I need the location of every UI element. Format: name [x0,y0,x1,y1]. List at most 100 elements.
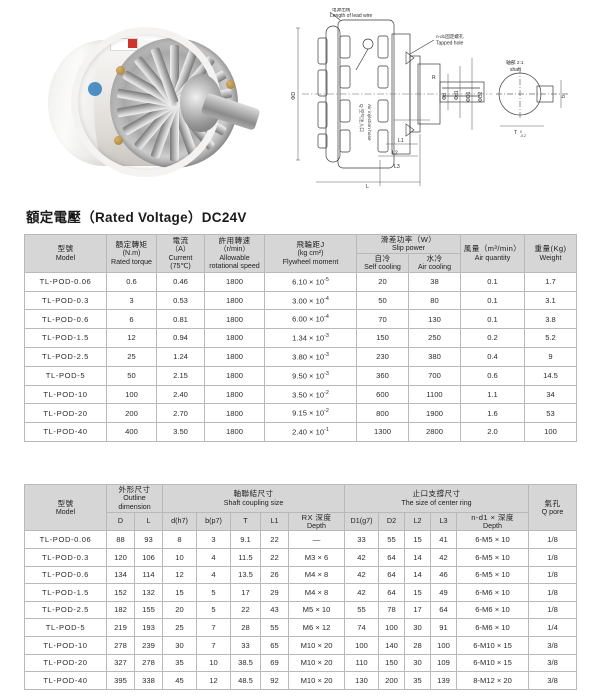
cell-allowable-speed: 1800 [204,346,265,367]
label-shaft-detail-en: shaft [510,67,521,73]
cell-self-cooling: 600 [356,384,409,405]
cell-D1: 42 [344,565,379,585]
cell-rx-depth: M5 × 10 [288,600,345,620]
cell-D: 278 [106,635,135,655]
cell-air-cooling: 80 [408,290,461,311]
cell-q-pore: 1/8 [528,565,578,585]
cell-L3: 41 [430,530,457,550]
th-weight: 重量(Kg) Weight [524,234,577,273]
cell-rated-torque: 200 [106,403,157,424]
label-shaft-detail-cn: 轴部 2:1 [506,59,524,66]
cell-L3: 64 [430,600,457,620]
cell-d: 12 [162,565,197,585]
rated-voltage-table: 型號 Model 額定轉矩 (N.m) Rated torque 電流 （A） … [24,234,577,442]
cell-D2: 78 [378,600,405,620]
cell-air-quantity: 0.1 [460,290,525,311]
cell-D: 182 [106,600,135,620]
cell-D2: 55 [378,530,405,550]
dim-R: R [432,75,436,81]
cell-L1: 69 [260,653,289,673]
cell-L: 132 [134,583,163,602]
cell-L3: 46 [430,565,457,585]
cell-model: TL-POD-0.6 [24,565,107,585]
th2-q-pore: 氣孔 Q pore [528,483,578,532]
label-lead-wire-cn: 电源出线 [332,8,351,13]
cell-nd1-depth: 6-M6 × 10 [455,583,530,602]
dim-T: T [514,130,518,136]
th2-L2: L2 [404,511,431,532]
cell-D2: 64 [378,565,405,585]
th2-b-p7: b(p7) [196,511,231,532]
cell-air-quantity: 1.1 [460,384,525,405]
cell-rx-depth: M4 × 8 [288,583,345,602]
cell-D2: 64 [378,548,405,567]
cell-rated-torque: 3 [106,290,157,311]
cell-b: 10 [196,653,231,673]
table-row: TL-POD-5 50 2.15 1800 9.50 × 10-3 360 700 0.6 14… [24,365,577,386]
cell-air-cooling: 130 [408,309,461,330]
cell-D: 395 [106,671,135,690]
bolt-icon [116,66,125,75]
cell-q-pore: 1/8 [528,530,578,550]
cell-flywheel-moment: 2.40 × 10-1 [264,422,357,442]
th2-D2: D2 [378,511,405,532]
cell-b: 4 [196,548,231,567]
cell-allowable-speed: 1800 [204,422,265,442]
cell-D2: 200 [378,671,405,690]
page-title: 額定電壓（Rated Voltage）DC24V [26,210,247,225]
cell-current: 3.50 [156,422,205,442]
th2-D: D [106,511,135,532]
th2-D1-g7: D1(g7) [344,511,379,532]
cell-air-quantity: 2.0 [460,422,525,442]
cell-weight: 53 [524,403,577,424]
cell-T: 13.5 [230,565,261,585]
cell-air-cooling: 1900 [408,403,461,424]
th-flywheel-moment: 飛輪距J (kg cm²) Flywheel moment [264,234,357,273]
cell-L: 93 [134,530,163,550]
top-illustration-area: 电源出线 Length of lead wire n-d1固定螺孔 Tapped… [0,0,600,200]
cell-flywheel-moment: 6.10 × 10-5 [264,271,357,292]
cell-air-quantity: 0.6 [460,365,525,386]
technical-drawing: 电源出线 Length of lead wire n-d1固定螺孔 Tapped… [282,8,594,194]
cell-rx-depth: M3 × 6 [288,548,345,567]
cell-model: TL-POD-5 [24,365,107,386]
cell-rated-torque: 100 [106,384,157,405]
product-photo [18,14,268,194]
cell-L2: 30 [404,618,431,637]
bolt-icon [114,136,123,145]
cell-rx-depth: M10 × 20 [288,671,345,690]
dim-phi-D1: ΦD1 [466,91,472,102]
cell-T: 28 [230,618,261,637]
dim-T-tol: 0 [520,130,522,134]
cell-self-cooling: 230 [356,346,409,367]
cell-model: TL-POD-0.6 [24,309,107,330]
cell-nd1-depth: 6-M10 × 15 [455,653,530,673]
th2-nd1-depth: n-d1 × 深度 Depth [455,511,530,532]
label-air-injection-cn: Q 空气注入口 [358,104,365,132]
cell-rated-torque: 400 [106,422,157,442]
cell-current: 1.24 [156,346,205,367]
cell-model: TL-POD-20 [24,403,107,424]
cell-rx-depth: M10 × 20 [288,653,345,673]
cell-d: 30 [162,635,197,655]
cell-model: TL-POD-5 [24,618,107,637]
cell-allowable-speed: 1800 [204,271,265,292]
cell-D: 327 [106,653,135,673]
cell-L3: 109 [430,653,457,673]
cell-L: 193 [134,618,163,637]
cell-D: 134 [106,565,135,585]
th-allowable-speed: 許用轉速 （r/min） Allowable rotational speed [204,234,265,273]
table-row: TL-POD-40 395 338 45 12 48.5 92 M10 × 20 130 200 3… [24,671,578,690]
cell-nd1-depth: 6-M5 × 10 [455,548,530,567]
cell-weight: 5.2 [524,328,577,348]
table1-body: TL-POD-0.06 0.6 0.46 1800 6.10 × 10-5 20 38 0.1… [24,271,577,442]
th-air-quantity: 風量（m³/min） Air quantity [460,234,525,273]
cell-rx-depth: M6 × 12 [288,618,345,637]
cell-b: 3 [196,530,231,550]
cell-self-cooling: 800 [356,403,409,424]
cell-allowable-speed: 1800 [204,309,265,330]
cell-weight: 3.8 [524,309,577,330]
th-slip-power: 滑差功率（W） Slip power [356,234,461,254]
cell-weight: 100 [524,422,577,442]
th-model: 型號 Model [24,234,107,273]
